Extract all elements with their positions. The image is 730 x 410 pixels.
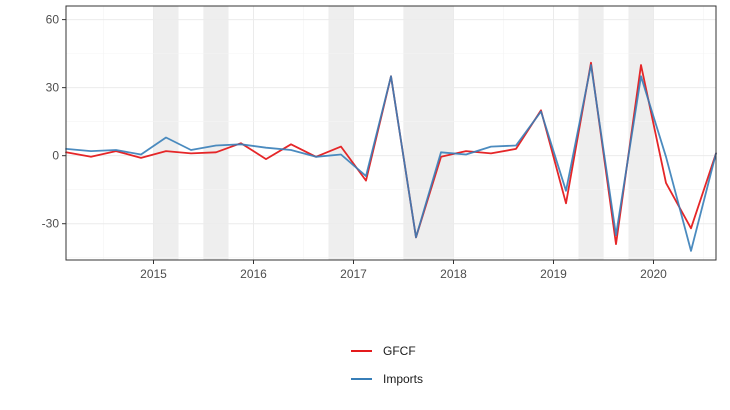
shaded-period-5 <box>578 6 604 260</box>
y-axis: -30 0 30 60 <box>42 13 66 231</box>
plot-border <box>65 5 717 261</box>
shaded-period-1 <box>153 6 179 260</box>
series-lines <box>65 61 717 252</box>
shaded-period-2 <box>203 6 229 260</box>
x-tick-label: 2019 <box>540 267 567 281</box>
x-tick-label: 2020 <box>640 267 667 281</box>
x-axis: 2015 2016 2017 2018 2019 2020 <box>140 260 667 281</box>
legend: GFCF Imports <box>351 344 423 386</box>
grid-lines <box>66 6 716 260</box>
shaded-periods <box>153 6 654 260</box>
series-line-imports <box>65 64 717 252</box>
legend-label-gfcf: GFCF <box>383 344 416 358</box>
x-tick-label: 2015 <box>140 267 167 281</box>
x-tick-label: 2016 <box>240 267 267 281</box>
x-tick-label: 2018 <box>440 267 467 281</box>
shaded-period-3 <box>328 6 354 260</box>
y-tick-label: 0 <box>52 149 59 163</box>
x-tick-label: 2017 <box>340 267 367 281</box>
plot-panel <box>66 6 716 260</box>
y-tick-label: 60 <box>46 13 60 27</box>
shaded-period-4 <box>403 6 454 260</box>
y-tick-label: -30 <box>42 217 60 231</box>
legend-label-imports: Imports <box>383 372 423 386</box>
y-tick-label: 30 <box>46 81 60 95</box>
